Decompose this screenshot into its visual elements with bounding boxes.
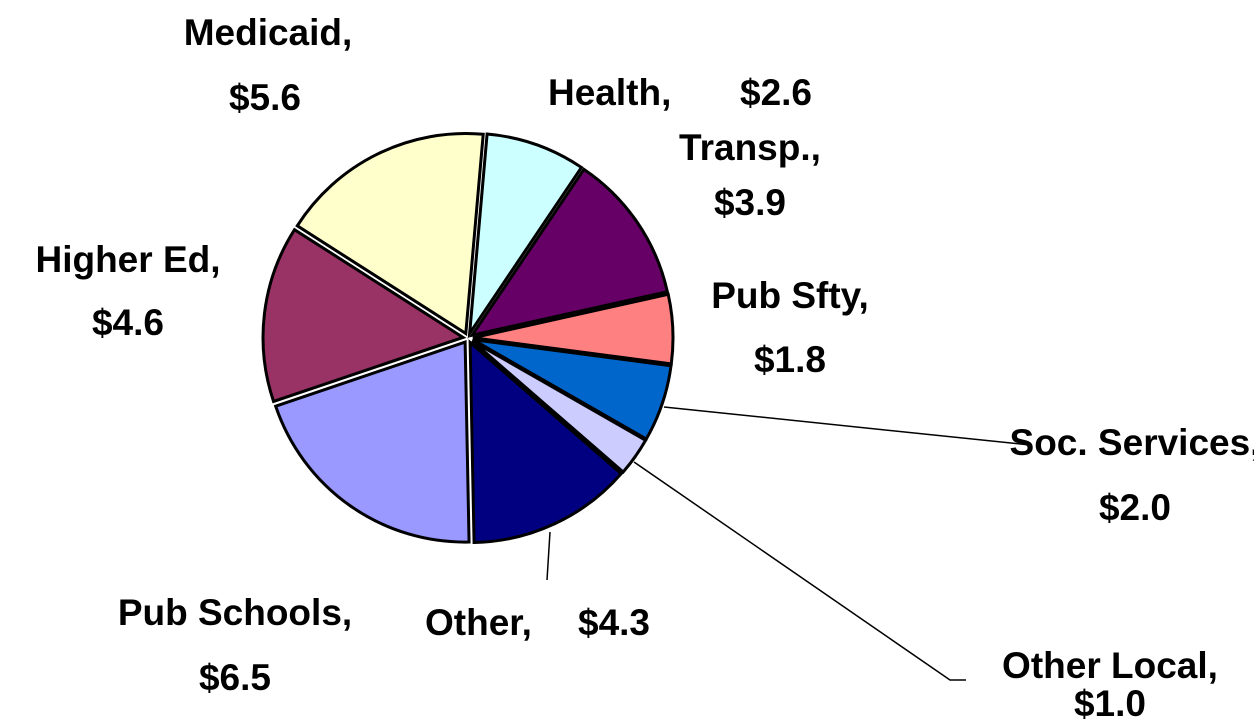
category-label: Transp., bbox=[679, 127, 821, 168]
pie-slice bbox=[273, 340, 471, 544]
category-label: Pub Sfty, bbox=[711, 275, 869, 316]
pie-slice bbox=[261, 227, 467, 404]
value-label: $4.3 bbox=[578, 602, 650, 643]
pie-slice bbox=[471, 338, 673, 442]
pie-slice bbox=[467, 132, 584, 339]
pie-slice bbox=[468, 167, 670, 338]
value-label: $6.5 bbox=[199, 657, 271, 698]
value-label: $4.6 bbox=[92, 302, 164, 343]
pie-slice bbox=[472, 292, 675, 366]
category-label: Soc. Services, bbox=[1010, 422, 1254, 463]
pie-slice bbox=[471, 339, 648, 475]
leader-line bbox=[633, 461, 966, 681]
category-label: Health, bbox=[548, 72, 671, 113]
value-label: $5.6 bbox=[229, 77, 301, 118]
value-label: $2.6 bbox=[740, 72, 812, 113]
value-label: $1.8 bbox=[754, 339, 826, 380]
category-label: Other, bbox=[425, 602, 532, 643]
category-label: Medicaid, bbox=[184, 12, 353, 53]
pie-slice bbox=[468, 339, 624, 545]
pie-slice bbox=[295, 132, 485, 337]
value-label: $1.0 bbox=[1074, 683, 1146, 724]
category-label: Pub Schools, bbox=[118, 592, 352, 633]
category-label: Higher Ed, bbox=[35, 239, 220, 280]
value-label: $3.9 bbox=[714, 182, 786, 223]
leader-line bbox=[663, 406, 1031, 446]
value-label: $2.0 bbox=[1099, 487, 1171, 528]
category-label: Other Local, bbox=[1002, 645, 1218, 686]
leader-line bbox=[546, 531, 551, 581]
